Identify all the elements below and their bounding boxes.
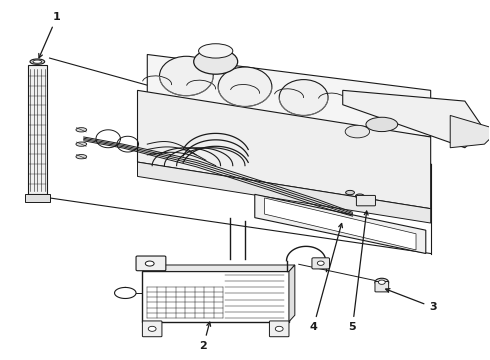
- Polygon shape: [143, 271, 289, 321]
- Polygon shape: [147, 54, 431, 137]
- Polygon shape: [143, 265, 295, 271]
- Ellipse shape: [76, 142, 87, 146]
- Ellipse shape: [366, 117, 398, 132]
- Ellipse shape: [198, 44, 233, 58]
- Text: 3: 3: [386, 289, 437, 312]
- Text: 1: 1: [39, 12, 61, 58]
- FancyBboxPatch shape: [312, 258, 330, 269]
- Ellipse shape: [76, 128, 87, 132]
- Polygon shape: [265, 198, 416, 250]
- Polygon shape: [25, 194, 49, 202]
- Polygon shape: [450, 116, 490, 148]
- Ellipse shape: [148, 326, 156, 331]
- FancyBboxPatch shape: [356, 195, 375, 206]
- Ellipse shape: [194, 49, 238, 74]
- FancyBboxPatch shape: [270, 321, 289, 337]
- Ellipse shape: [76, 154, 87, 159]
- FancyBboxPatch shape: [143, 321, 162, 337]
- Ellipse shape: [279, 80, 328, 116]
- Ellipse shape: [318, 261, 324, 265]
- Ellipse shape: [355, 194, 364, 198]
- Ellipse shape: [345, 125, 369, 138]
- Ellipse shape: [378, 280, 385, 284]
- Text: 2: 2: [199, 322, 211, 351]
- FancyBboxPatch shape: [136, 256, 166, 271]
- Ellipse shape: [30, 59, 45, 64]
- Polygon shape: [343, 90, 485, 148]
- Polygon shape: [289, 265, 295, 321]
- Polygon shape: [138, 90, 431, 209]
- Ellipse shape: [345, 190, 354, 195]
- Polygon shape: [27, 65, 47, 194]
- Ellipse shape: [33, 60, 42, 63]
- Polygon shape: [255, 194, 426, 253]
- Ellipse shape: [159, 56, 213, 96]
- FancyBboxPatch shape: [375, 282, 389, 292]
- Polygon shape: [138, 162, 431, 223]
- Ellipse shape: [146, 261, 154, 266]
- Ellipse shape: [275, 326, 283, 331]
- Text: 4: 4: [310, 224, 343, 332]
- Text: 5: 5: [349, 211, 368, 332]
- Ellipse shape: [218, 67, 272, 107]
- Ellipse shape: [375, 278, 389, 286]
